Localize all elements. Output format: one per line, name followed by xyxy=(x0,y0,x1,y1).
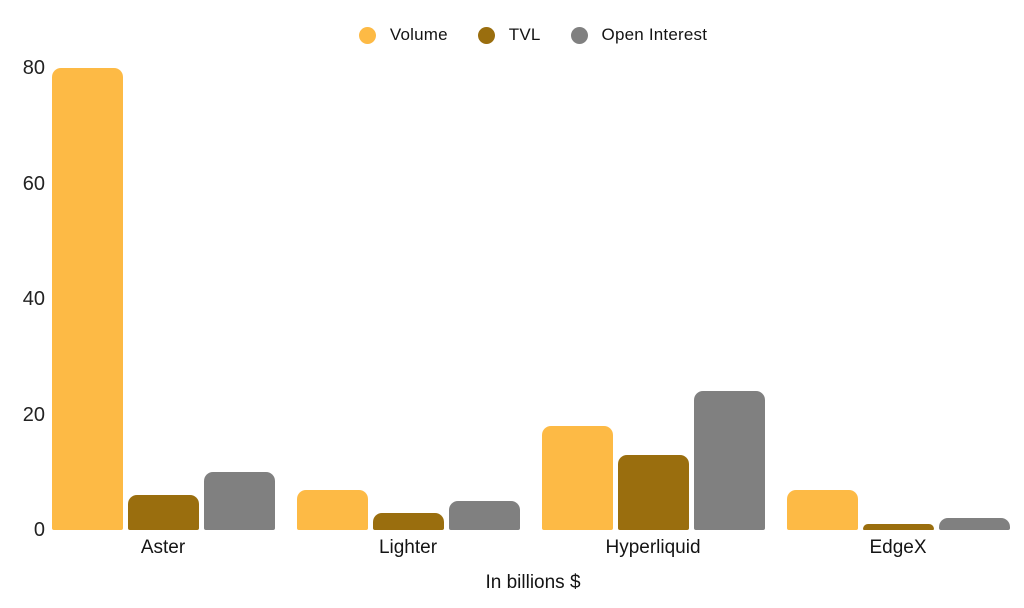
bar-open-interest-lighter xyxy=(449,501,520,530)
legend-item-volume: Volume xyxy=(358,25,448,45)
chart-legend: Volume TVL Open Interest xyxy=(52,24,1014,46)
y-axis-tick-label: 60 xyxy=(22,172,45,195)
bar-volume-hyperliquid xyxy=(542,426,613,530)
bar-tvl-aster xyxy=(128,495,199,530)
legend-label: Volume xyxy=(389,25,448,44)
bar-volume-edgex xyxy=(787,489,858,530)
x-axis-category-label: Hyperliquid xyxy=(605,537,701,558)
x-axis-category-label: EdgeX xyxy=(869,537,927,558)
x-axis-category-label: Lighter xyxy=(378,537,438,558)
legend-dot-volume xyxy=(358,26,376,44)
x-axis-category-label: Aster xyxy=(140,537,186,558)
bar-tvl-hyperliquid xyxy=(618,454,689,530)
legend-dot-open-interest xyxy=(570,26,588,44)
y-axis-tick-label: 0 xyxy=(33,519,45,541)
bar-volume-aster xyxy=(52,68,123,530)
y-axis-tick-label: 20 xyxy=(22,403,45,426)
bar-open-interest-aster xyxy=(204,472,275,530)
bar-tvl-edgex xyxy=(863,524,934,530)
legend-dot-tvl xyxy=(477,26,495,44)
legend-label: Open Interest xyxy=(601,25,708,44)
bar-volume-lighter xyxy=(297,489,368,530)
legend-item-tvl: TVL xyxy=(477,25,541,45)
y-axis-tick-label: 80 xyxy=(22,57,45,79)
x-axis-caption: In billions $ xyxy=(485,572,581,593)
bar-tvl-lighter xyxy=(373,512,444,530)
y-axis-tick-label: 40 xyxy=(22,288,45,310)
legend-item-open-interest: Open Interest xyxy=(570,25,708,45)
bar-open-interest-edgex xyxy=(939,518,1010,530)
legend-label: TVL xyxy=(508,25,541,44)
bar-open-interest-hyperliquid xyxy=(694,391,765,530)
